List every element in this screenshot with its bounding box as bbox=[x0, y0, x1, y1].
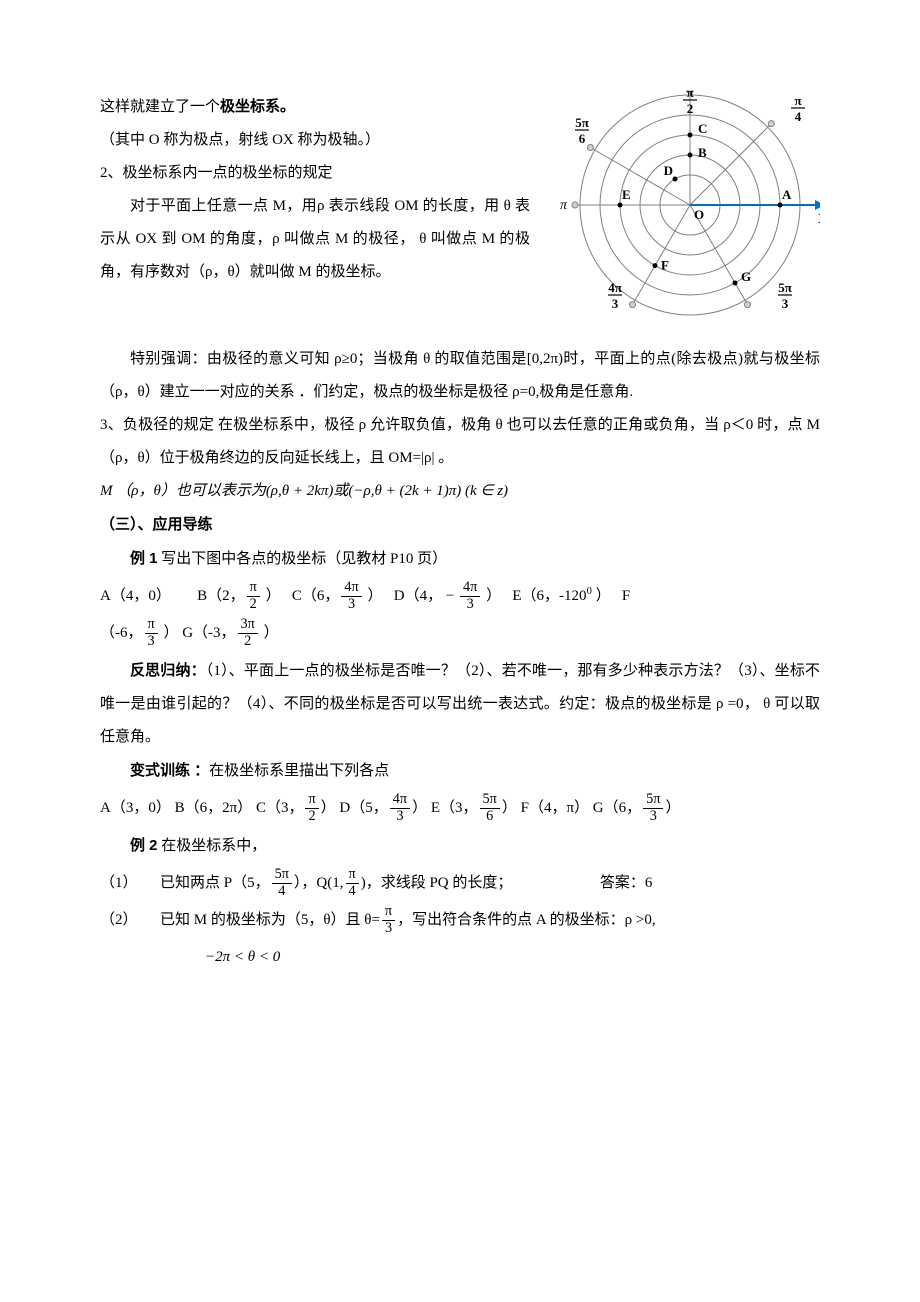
ra: 反思归纳： bbox=[130, 662, 206, 679]
svg-text:3: 3 bbox=[782, 296, 789, 311]
svg-text:π: π bbox=[686, 90, 693, 100]
svg-text:π: π bbox=[560, 198, 568, 213]
q2-line2: −2π < θ < 0 bbox=[100, 941, 820, 974]
q2l2: −2π < θ < 0 bbox=[205, 949, 280, 965]
vp-D: D（5，4π3） bbox=[339, 800, 427, 816]
rb: （1）、平面上一点的极坐标是否唯一？（2）、若不唯一，那有多少种表示方法？（3）… bbox=[100, 663, 820, 745]
vb: 在极坐标系里描出下列各点 bbox=[209, 763, 389, 779]
q2: （2） 已知 M 的极坐标为（5，θ）且 θ=π3，写出符合条件的点 A 的极坐… bbox=[100, 904, 820, 937]
svg-text:O: O bbox=[694, 207, 704, 222]
coord-G: G（-3，3π2 ） bbox=[182, 625, 278, 641]
coord-F: F（-6，（-6，π3 ） bbox=[100, 625, 178, 641]
svg-text:G: G bbox=[741, 269, 751, 284]
coord-D: D（4， − 4π3 ） bbox=[394, 588, 494, 604]
q2pre: （2） 已知 M 的极坐标为（5，θ）且 θ= bbox=[100, 912, 380, 928]
coord-F-pre: F bbox=[622, 588, 630, 604]
ex2b: 在极坐标系中， bbox=[158, 838, 267, 854]
p-ex2: 例 2 在极坐标系中， bbox=[100, 829, 820, 863]
vp-A: A（3，0） bbox=[100, 800, 171, 816]
p-reflect: 反思归纳：（1）、平面上一点的极坐标是否唯一？（2）、若不唯一，那有多少种表示方… bbox=[100, 654, 820, 754]
svg-text:π: π bbox=[794, 93, 801, 108]
p-neg: 3、负极径的规定 在极坐标系中，极径 ρ 允许取负值，极角 θ 也可以去任意的正… bbox=[100, 409, 820, 475]
ex1b: 写出下图中各点的极坐标（见教材 P10 页） bbox=[158, 551, 448, 567]
vp-C: C（3，π2） bbox=[256, 800, 336, 816]
svg-text:4π: 4π bbox=[608, 280, 622, 295]
p-emph: 特别强调：由极径的意义可知 ρ≥0；当极角 θ 的取值范围是[0,2π)时，平面… bbox=[100, 343, 820, 409]
polar-diagram: π2π45π6π4π35π3OXABCDEFG bbox=[540, 90, 820, 333]
svg-text:3: 3 bbox=[612, 296, 619, 311]
h3t: （三）、应用导练 bbox=[100, 516, 213, 533]
p1a: 这样就建立了一个 bbox=[100, 99, 220, 115]
svg-text:B: B bbox=[698, 145, 707, 160]
svg-text:X: X bbox=[818, 212, 820, 227]
svg-text:2: 2 bbox=[687, 101, 694, 116]
svg-text:E: E bbox=[622, 187, 631, 202]
vp-F: F（4，π） bbox=[521, 800, 589, 816]
coord-B: B（2，π2 ） bbox=[197, 588, 273, 604]
svg-text:F: F bbox=[661, 258, 669, 273]
p-ex1: 例 1 写出下图中各点的极坐标（见教材 P10 页） bbox=[100, 542, 820, 576]
q2post: ，写出符合条件的点 A 的极坐标：ρ >0, bbox=[397, 912, 655, 928]
vp-E: E（3，5π6） bbox=[431, 800, 517, 816]
q1post: )，求线段 PQ 的长度； bbox=[361, 875, 513, 891]
svg-text:6: 6 bbox=[579, 131, 586, 146]
q1mid: ），Q(1, bbox=[294, 875, 344, 891]
svg-text:5π: 5π bbox=[778, 280, 792, 295]
vp-G: G（6，5π3） bbox=[593, 800, 681, 816]
svg-text:4: 4 bbox=[795, 109, 802, 124]
coord-E: E（6，-1200 ） bbox=[512, 588, 603, 604]
p1b: 极坐标系。 bbox=[220, 98, 295, 115]
h-section3: （三）、应用导练 bbox=[100, 508, 820, 542]
q1ans: 答案：6 bbox=[600, 875, 653, 891]
coord-A: A（4，0） bbox=[100, 588, 163, 604]
va: 变式训练 ： bbox=[130, 762, 209, 779]
svg-text:C: C bbox=[698, 121, 707, 136]
svg-text:5π: 5π bbox=[575, 115, 589, 130]
p-var: 变式训练 ：在极坐标系里描出下列各点 bbox=[100, 754, 820, 788]
polar-svg: π2π45π6π4π35π3OXABCDEFG bbox=[540, 90, 820, 320]
q1pre: （1） 已知两点 P（5， bbox=[100, 875, 270, 891]
ex2a: 例 2 bbox=[130, 837, 158, 854]
q1: （1） 已知两点 P（5，5π4），Q(1,π4)，求线段 PQ 的长度； 答案… bbox=[100, 867, 820, 900]
coords-row1: A（4，0） B（2，π2 ） C（6，4π3 ） D（4， − 4π3 ） E… bbox=[100, 580, 820, 613]
p-repr: M （ρ，θ）也可以表示为(ρ,θ + 2kπ)或(−ρ,θ + (2k + 1… bbox=[100, 475, 820, 508]
var-coords: A（3，0） B（6，2π） C（3，π2） D（5，4π3） E（3，5π6）… bbox=[100, 792, 820, 825]
vp-B: B（6，2π） bbox=[175, 800, 253, 816]
p7t: M （ρ，θ）也可以表示为(ρ,θ + 2kπ)或(−ρ,θ + (2k + 1… bbox=[100, 483, 508, 499]
coords-row2: F（-6，（-6，π3 ） G（-3，3π2 ） bbox=[100, 617, 820, 650]
coord-C: C（6，4π3 ） bbox=[292, 588, 375, 604]
ex1a: 例 1 bbox=[130, 550, 158, 567]
p6t: 3、负极径的规定 在极坐标系中，极径 ρ 允许取负值，极角 θ 也可以去任意的正… bbox=[100, 417, 820, 466]
svg-text:D: D bbox=[664, 163, 673, 178]
svg-text:A: A bbox=[782, 187, 792, 202]
